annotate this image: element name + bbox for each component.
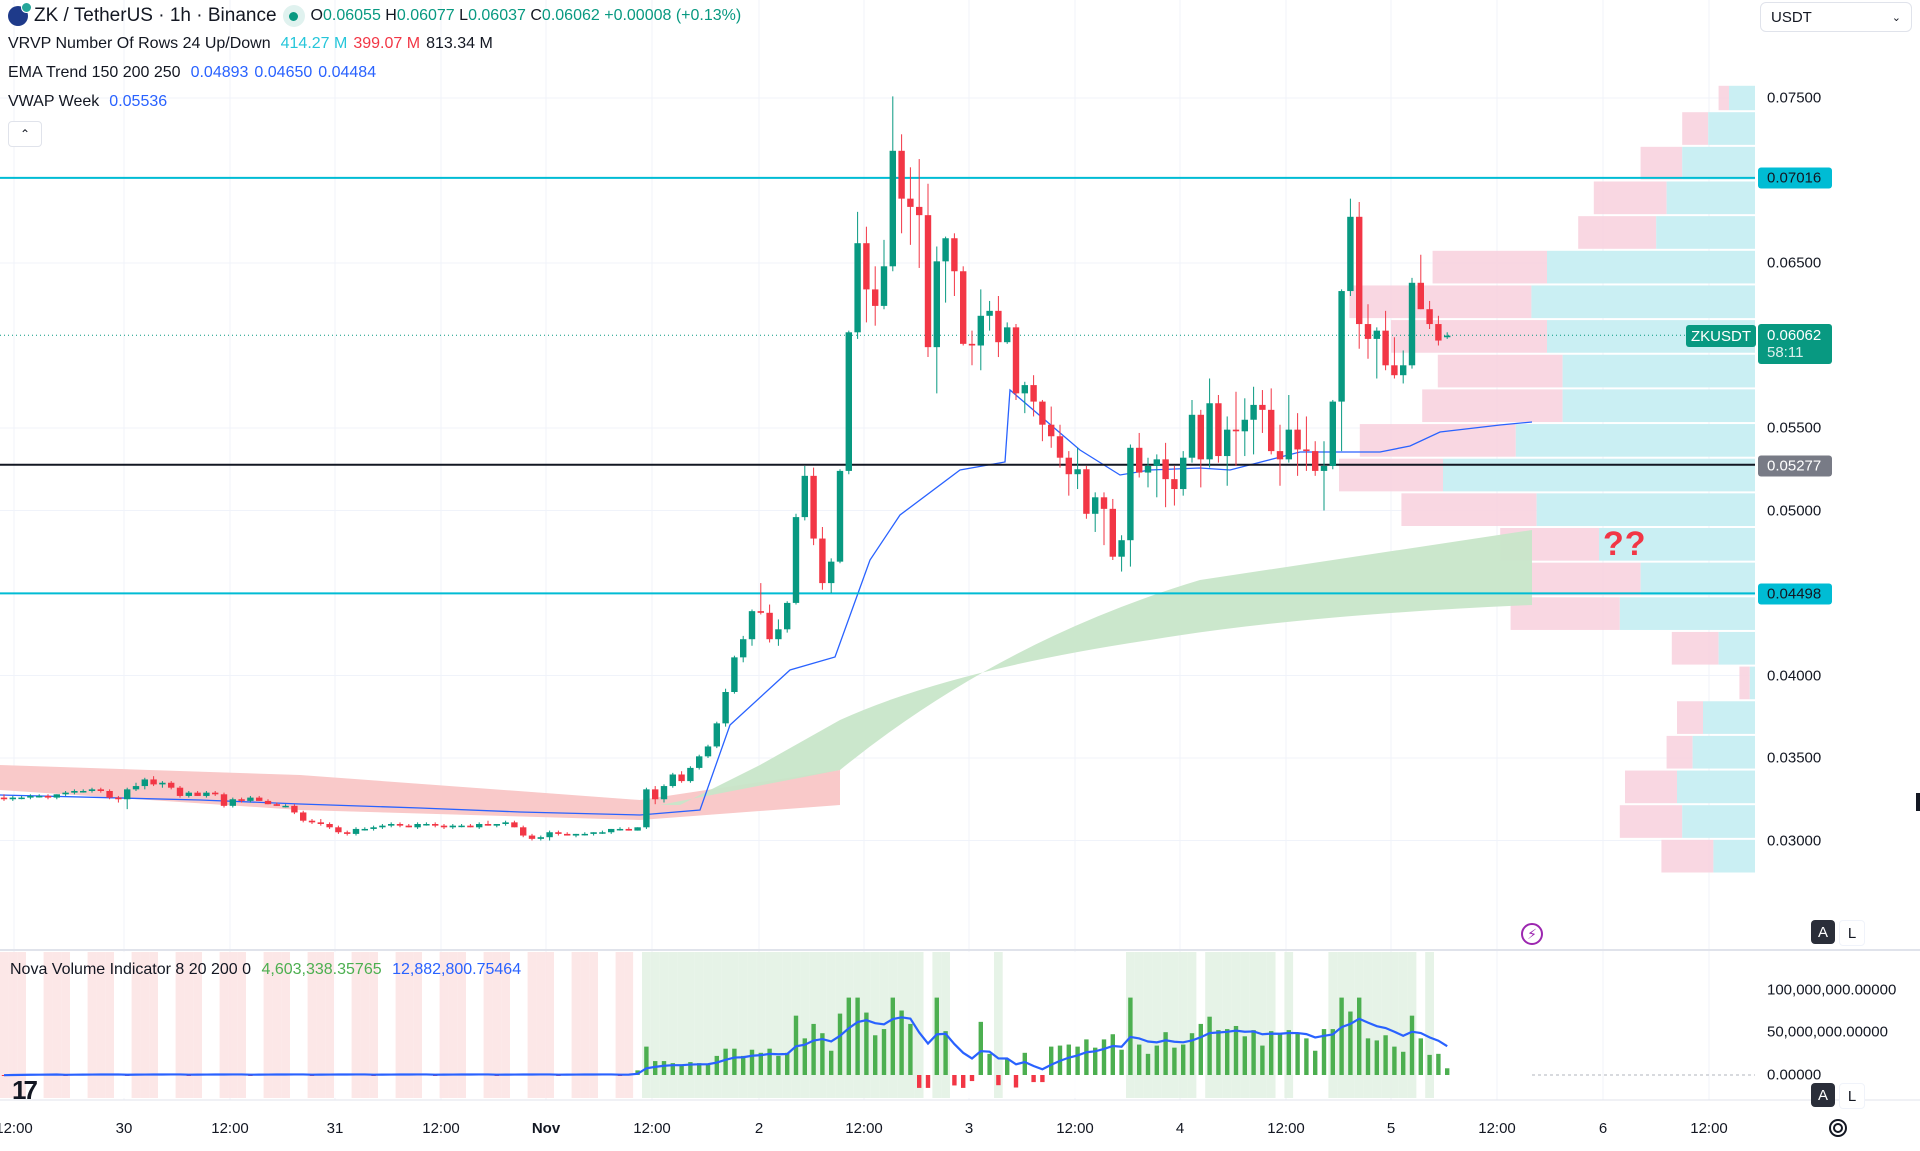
time-axis-tick: 12:00	[633, 1120, 671, 1137]
volume-axis-tick: 0.00000	[1767, 1066, 1822, 1084]
time-axis-tick: 12:00	[1056, 1120, 1094, 1137]
volume-log-scale-button[interactable]: L	[1839, 1083, 1865, 1109]
time-axis-tick: 12:00	[0, 1120, 33, 1137]
chevron-down-icon: ⌄	[1891, 11, 1901, 24]
price-axis-tick: 0.06500	[1767, 254, 1822, 272]
time-axis-tick: 30	[115, 1120, 133, 1137]
time-axis-tick: Nov	[531, 1120, 561, 1137]
ema-trend-legend[interactable]: EMA Trend 150 200 250 0.04893 0.04650 0.…	[8, 64, 377, 81]
level-tag-support: 0.04498	[1758, 583, 1832, 605]
volume-axis-tick: 50,000,000.00000	[1767, 1023, 1888, 1041]
time-axis-tick: 12:00	[422, 1120, 460, 1137]
time-axis-tick: 3	[964, 1120, 974, 1137]
time-axis-tick: 6	[1598, 1120, 1608, 1137]
time-axis-tick: 31	[326, 1120, 344, 1137]
level-tag-pivot: 0.05277	[1758, 455, 1832, 477]
price-axis-tick: 0.04000	[1767, 667, 1822, 684]
time-axis-tick: 12:00	[1690, 1120, 1728, 1137]
time-axis-tick: 4	[1175, 1120, 1185, 1137]
question-annotation[interactable]: ??	[1603, 525, 1647, 563]
lightning-icon[interactable]: ⚡︎	[1521, 923, 1543, 945]
time-axis-tick: 12:00	[1267, 1120, 1305, 1137]
chevron-up-icon: ⌃	[19, 127, 31, 141]
volume-auto-scale-button[interactable]: A	[1811, 1083, 1835, 1107]
price-axis-tick: 0.05000	[1767, 502, 1822, 519]
collapse-legend-button[interactable]: ⌃	[8, 121, 42, 147]
cursor-icon	[1916, 793, 1920, 811]
price-change: +0.00008 (+0.13%)	[604, 7, 742, 24]
candles	[0, 96, 1451, 841]
price-axis-tick: 0.05500	[1767, 419, 1822, 437]
zk-logo-icon	[8, 2, 32, 26]
ohlc-values: O0.06055 H0.06077 L0.06037 C0.06062 +0.0…	[310, 7, 742, 24]
price-axis-tick: 0.03500	[1767, 749, 1822, 767]
vwap-legend[interactable]: VWAP Week 0.05536	[8, 93, 168, 110]
volume-axis-tick: 100,000,000.00000	[1767, 981, 1897, 999]
level-tag-resistance: 0.07016	[1758, 167, 1832, 189]
symbol-legend[interactable]: ZK / TetherUS · 1h · Binance O0.06055 H0…	[8, 2, 742, 27]
auto-scale-button[interactable]: A	[1811, 920, 1835, 944]
nova-volume-legend[interactable]: Nova Volume Indicator 8 20 200 0 4,603,3…	[10, 961, 522, 978]
price-axis-tick: 0.03000	[1767, 832, 1822, 849]
price-axis-tick: 0.07500	[1767, 89, 1822, 107]
settings-icon[interactable]	[1829, 1119, 1847, 1137]
vrvp-legend[interactable]: VRVP Number Of Rows 24 Up/Down 414.27 M …	[8, 35, 493, 52]
time-axis-tick: 5	[1386, 1120, 1396, 1137]
symbol-price-tag: ZKUSDT	[1686, 325, 1756, 347]
market-status-icon	[282, 5, 305, 27]
last-price-tag: 0.06062 58:11	[1758, 324, 1832, 364]
currency-select[interactable]: USDT ⌄	[1760, 2, 1912, 32]
time-axis-tick: 12:00	[211, 1120, 249, 1137]
time-axis-tick: 2	[754, 1120, 764, 1137]
time-axis-tick: 12:00	[1478, 1120, 1516, 1137]
time-axis-tick: 12:00	[845, 1120, 883, 1137]
symbol-title[interactable]: ZK / TetherUS · 1h · Binance	[34, 5, 277, 26]
log-scale-button[interactable]: L	[1839, 920, 1865, 946]
tradingview-logo-icon[interactable]: 17	[12, 1075, 38, 1105]
